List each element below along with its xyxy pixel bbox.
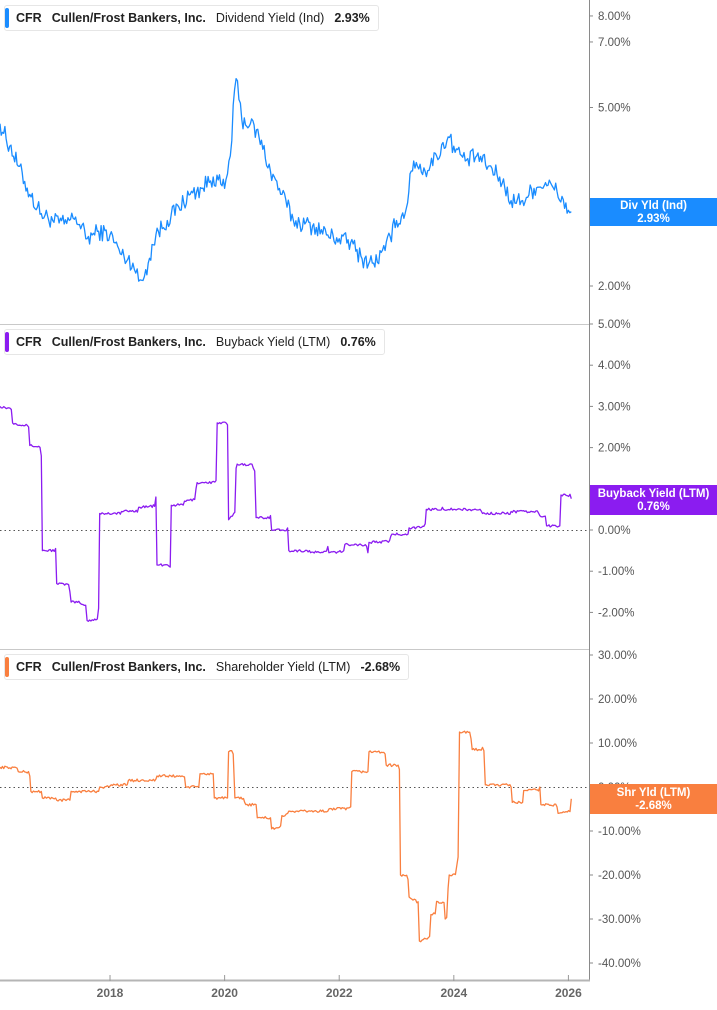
last-value-badge-buyback: Buyback Yield (LTM) 0.76% [590,485,717,515]
x-tick-label: 2020 [211,986,238,1000]
legend-ticker: CFR [16,11,42,25]
x-tick-label: 2026 [555,986,582,1000]
y-tick-label: 5.00% [598,103,631,115]
legend-metric: Shareholder Yield (LTM) [215,660,351,674]
legend-ticker: CFR [16,660,42,674]
legend-company: Cullen/Frost Bankers, Inc. [51,660,206,674]
legend-company: Cullen/Frost Bankers, Inc. [51,11,206,25]
y-tick-label: 8.00% [598,11,631,23]
x-tick-label: 2024 [440,986,467,1000]
y-tick-label: 20.00% [598,694,637,706]
legend-color-swatch [5,657,9,677]
series-line-middle[interactable] [0,405,572,622]
y-tick-label: 30.00% [598,650,637,662]
y-tick-label: -20.00% [598,870,641,882]
legend-ticker: CFR [16,335,42,349]
legend-buyback-yield[interactable]: CFR Cullen/Frost Bankers, Inc. Buyback Y… [4,329,385,355]
y-tick-label: -10.00% [598,826,641,838]
y-tick-label: 0.00% [598,525,631,537]
y-tick-label: 7.00% [598,37,631,49]
series-line-top[interactable] [0,77,572,282]
y-tick-label: 4.00% [598,360,631,372]
badge-label: Div Yld (Ind) [620,200,687,212]
y-tick-label: -1.00% [598,566,634,578]
legend-metric: Buyback Yield (LTM) [215,335,331,349]
badge-label: Buyback Yield (LTM) [597,488,710,500]
y-tick-label: 2.00% [598,281,631,293]
last-value-badge-dividend: Div Yld (Ind) 2.93% [590,198,717,226]
x-tick-label: 2022 [326,986,353,1000]
legend-color-swatch [5,332,9,352]
legend-company: Cullen/Frost Bankers, Inc. [51,335,206,349]
last-value-badge-shareholder: Shr Yld (LTM) -2.68% [590,784,717,814]
y-tick-label: -2.00% [598,607,634,619]
legend-dividend-yield[interactable]: CFR Cullen/Frost Bankers, Inc. Dividend … [4,5,379,31]
y-tick-label: -40.00% [598,958,641,970]
badge-value: -2.68% [635,800,672,812]
y-tick-label: 5.00% [598,319,631,331]
legend-value: 0.76% [340,335,376,349]
legend-shareholder-yield[interactable]: CFR Cullen/Frost Bankers, Inc. Sharehold… [4,654,410,680]
legend-metric: Dividend Yield (Ind) [215,11,325,25]
y-tick-label: 10.00% [598,738,637,750]
y-tick-label: -30.00% [598,914,641,926]
badge-value: 2.93% [637,213,670,225]
y-tick-label: 2.00% [598,443,631,455]
legend-value: 2.93% [334,11,370,25]
badge-value: 0.76% [637,501,670,513]
badge-label: Shr Yld (LTM) [616,787,691,799]
y-tick-label: 3.00% [598,401,631,413]
legend-value: -2.68% [360,660,401,674]
x-tick-label: 2018 [97,986,124,1000]
legend-color-swatch [5,8,9,28]
series-line-bottom[interactable] [0,730,572,943]
